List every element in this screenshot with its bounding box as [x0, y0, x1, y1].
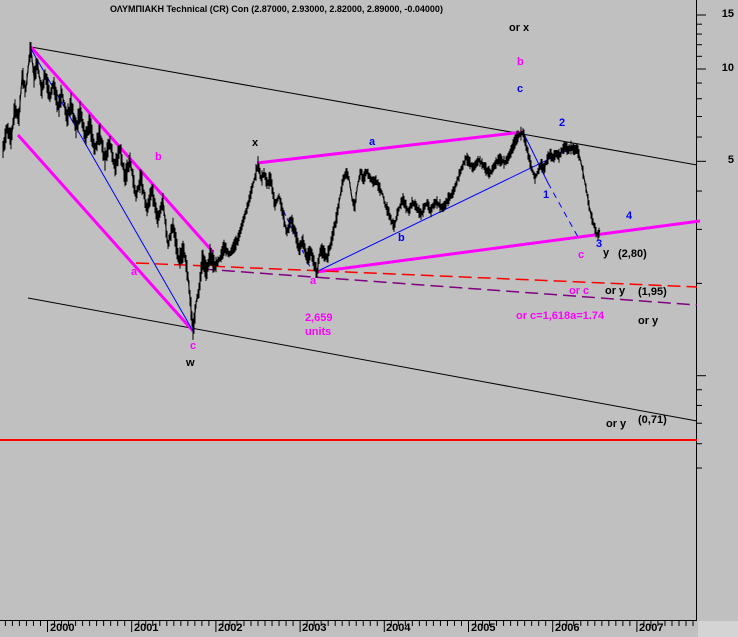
x-axis-label: 2003 — [302, 622, 327, 634]
chart-annotation: b — [155, 151, 162, 163]
chart-annotation: x — [252, 137, 259, 149]
chart-annotation: or y — [638, 315, 659, 327]
blue-decline-1999-2001 — [30, 48, 194, 332]
chart-annotation: a — [131, 266, 138, 278]
scrollbar-corner — [698, 621, 738, 637]
price-bars — [2, 42, 600, 340]
chart-annotation: b — [517, 56, 524, 68]
y-axis-label: 5 — [727, 154, 734, 166]
y-axis-label: 15 — [721, 8, 734, 20]
chart-annotation: (0,71) — [638, 414, 667, 426]
magenta-wedge-top — [256, 130, 524, 165]
purple-target-174 — [202, 268, 698, 306]
x-axis-label: 2004 — [386, 622, 411, 634]
y-axis-label: 10 — [721, 62, 734, 74]
chart-annotation: c — [517, 83, 524, 95]
chart-annotation: or y — [606, 418, 627, 430]
chart-annotation: (1,95) — [638, 286, 667, 298]
chart-annotation: c — [190, 340, 197, 352]
chart-annotation: (2,80) — [618, 248, 647, 260]
red-target-195 — [135, 262, 698, 288]
chart-annotation: 2 — [559, 117, 566, 129]
x-axis-label: 2007 — [639, 622, 664, 634]
x-axis-label: 2002 — [218, 622, 243, 634]
chart-title: ΟΛΥΜΠΙΑΚΗ Technical (CR) Con (2.87000, 2… — [110, 4, 443, 14]
x-axis-label: 2006 — [555, 622, 580, 634]
chart-annotation: w — [186, 357, 195, 369]
magenta-decline-lower — [16, 134, 195, 332]
chart-annotation: or c — [569, 285, 590, 297]
chart-annotation: y — [603, 247, 610, 259]
chart-annotation: 1 — [543, 189, 550, 201]
chart-annotation: b — [398, 232, 405, 244]
chart-annotation: a — [310, 275, 317, 287]
lower-black-channel — [27, 297, 698, 422]
chart-annotation: 3 — [596, 238, 603, 250]
chart-annotation: or c=1,618a=1.74 — [516, 310, 605, 322]
chart-annotation: or y — [605, 285, 626, 297]
chart-annotation: c — [578, 249, 585, 261]
chart-annotation: 4 — [626, 210, 633, 222]
chart-annotation: units — [305, 326, 332, 338]
chart-annotation: 2,659 — [305, 312, 333, 324]
magenta-wedge-bottom — [315, 219, 701, 274]
chart-annotation: or x — [509, 22, 530, 34]
upper-black-channel — [30, 46, 698, 166]
x-axis-label: 2000 — [50, 622, 75, 634]
x-axis-label: 2001 — [134, 622, 159, 634]
magenta-decline-upper — [29, 46, 215, 253]
x-axis-label: 2005 — [471, 622, 496, 634]
chart-annotation: a — [369, 136, 376, 148]
